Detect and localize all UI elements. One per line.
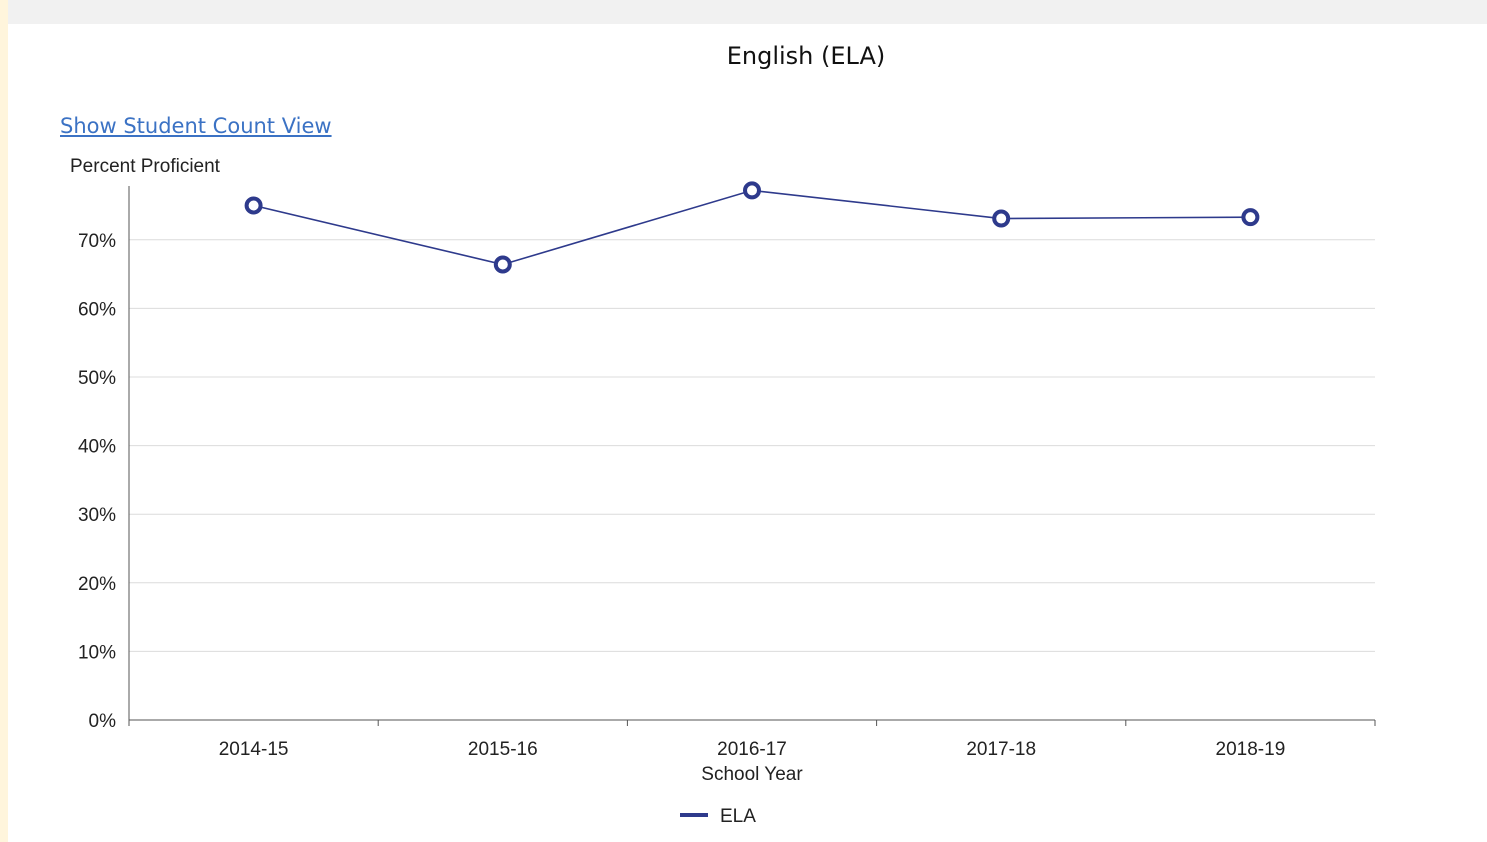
y-tick-label: 10%: [78, 642, 116, 663]
x-axis-title: School Year: [701, 764, 803, 785]
series-line: [253, 189, 1251, 266]
legend-label-ela: ELA: [720, 806, 756, 827]
data-point[interactable]: [244, 196, 263, 215]
y-tick-label: 50%: [78, 368, 116, 389]
y-tick-label: 0%: [89, 711, 117, 732]
y-tick-label: 70%: [78, 231, 116, 252]
y-tick-label: 40%: [78, 437, 116, 458]
show-student-count-link[interactable]: Show Student Count View: [60, 114, 332, 138]
line-chart: Percent Proficient 0% 10% 20% 30% 40% 50% 60% 7…: [70, 156, 1376, 827]
data-point[interactable]: [992, 209, 1011, 228]
top-bar: [8, 0, 1487, 24]
x-tick-label: 2016-17: [717, 739, 787, 760]
y-tick-label: 30%: [78, 505, 116, 526]
chart-panel: English (ELA) Show Student Count View Pe…: [8, 0, 1487, 842]
y-tick-label: 60%: [78, 299, 116, 320]
series-ela: [244, 181, 1260, 274]
x-tick-marks: [128, 720, 1376, 726]
x-tick-label: 2014-15: [219, 739, 289, 760]
x-tick-label: 2018-19: [1216, 739, 1286, 760]
gridlines: [129, 239, 1375, 652]
data-point[interactable]: [1241, 208, 1260, 227]
x-tick-label: 2017-18: [966, 739, 1036, 760]
data-point[interactable]: [743, 181, 761, 200]
y-tick-label: 20%: [78, 574, 116, 595]
x-tick-labels: 2014-15 2015-16 2016-17 2017-18 2018-19: [219, 739, 1286, 760]
y-tick-labels: 0% 10% 20% 30% 40% 50% 60% 70%: [78, 231, 116, 732]
legend: ELA: [680, 806, 756, 827]
x-tick-label: 2015-16: [468, 739, 538, 760]
y-axis-title: Percent Proficient: [70, 156, 221, 177]
chart-title: English (ELA): [726, 42, 886, 70]
data-point[interactable]: [493, 255, 512, 274]
